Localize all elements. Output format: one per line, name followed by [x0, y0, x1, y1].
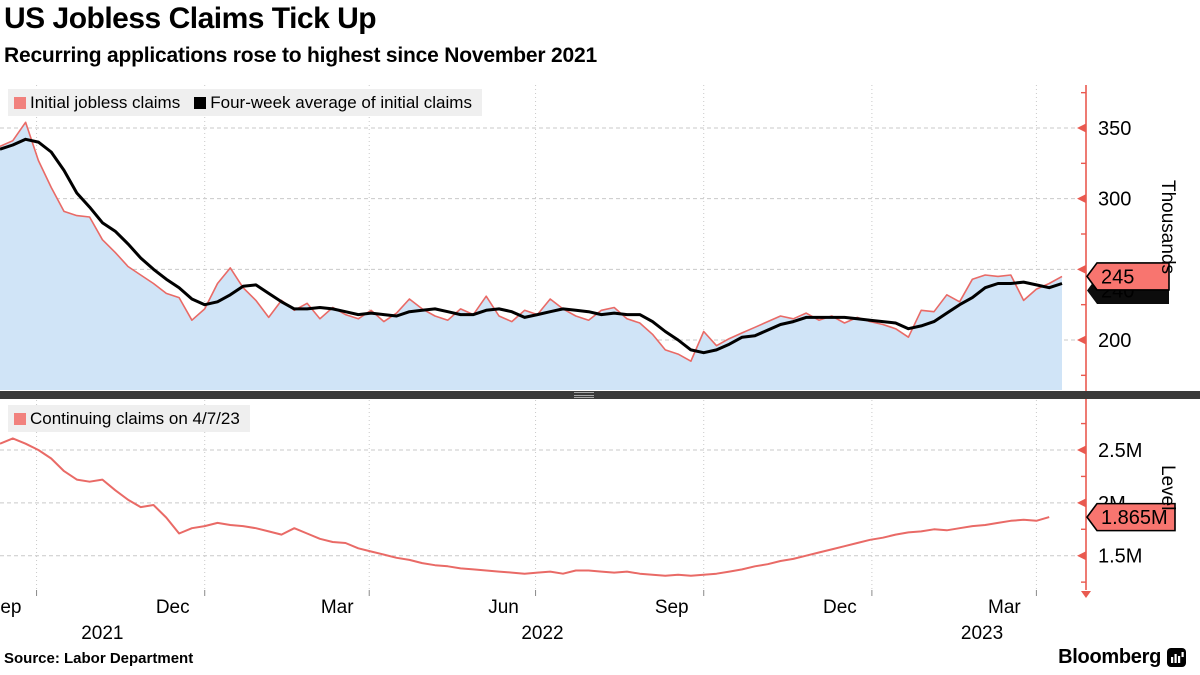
axis-arrow-tick	[1077, 498, 1086, 507]
x-month-label: Sep	[0, 597, 21, 618]
x-month-label: Dec	[823, 597, 857, 618]
source-note: Source: Labor Department	[4, 650, 193, 667]
y-tick-label: 300	[1098, 189, 1131, 211]
x-year-label: 2023	[961, 623, 1003, 644]
separator-grip-icon[interactable]	[574, 392, 594, 398]
y-tick-label: 350	[1098, 118, 1131, 140]
panel-separator[interactable]	[0, 391, 1200, 399]
four-week-avg-swatch-icon	[194, 97, 206, 109]
legend-item-four-week-avg: Four-week average of initial claims	[194, 92, 472, 113]
bloomberg-logo-text: Bloomberg	[1058, 646, 1161, 669]
bloomberg-logo-icon	[1167, 648, 1186, 667]
axis-end-tick	[1081, 591, 1091, 598]
x-month-label: Mar	[321, 597, 354, 618]
legend-bottom-panel: Continuing claims on 4/7/23	[8, 405, 250, 432]
legend-top-panel: Initial jobless claims Four-week average…	[8, 89, 482, 116]
legend-label: Continuing claims on 4/7/23	[30, 408, 240, 429]
initial-claims-badge-label: 245	[1101, 266, 1134, 288]
x-year-label: 2022	[521, 623, 563, 644]
legend-item-initial-claims: Initial jobless claims	[14, 92, 180, 113]
axis-arrow-tick	[1077, 551, 1086, 560]
legend-label: Four-week average of initial claims	[210, 92, 472, 113]
x-month-label: Dec	[156, 597, 190, 618]
axis-arrow-tick	[1077, 265, 1086, 274]
continuing-claims-swatch-icon	[14, 413, 26, 425]
initial-claims-area	[0, 122, 1062, 390]
axis-arrow-tick	[1077, 446, 1086, 455]
y-tick-label: 200	[1098, 330, 1131, 352]
x-month-label: Mar	[988, 597, 1021, 618]
y-tick-label: 2.5M	[1098, 440, 1142, 462]
x-year-label: 2021	[81, 623, 123, 644]
y-tick-label: 1.5M	[1098, 546, 1142, 568]
axis-arrow-tick	[1077, 336, 1086, 345]
bloomberg-logo: Bloomberg	[1058, 646, 1186, 669]
legend-label: Initial jobless claims	[30, 92, 180, 113]
x-month-label: Jun	[488, 597, 519, 618]
initial-claims-swatch-icon	[14, 97, 26, 109]
axis-arrow-tick	[1077, 194, 1086, 203]
axis-arrow-tick	[1077, 124, 1086, 133]
continuing-claims-line	[0, 438, 1049, 575]
x-month-label: Sep	[655, 597, 689, 618]
legend-item-continuing-claims: Continuing claims on 4/7/23	[14, 408, 240, 429]
page-title: US Jobless Claims Tick Up	[4, 2, 376, 36]
page-subtitle: Recurring applications rose to highest s…	[4, 44, 597, 68]
